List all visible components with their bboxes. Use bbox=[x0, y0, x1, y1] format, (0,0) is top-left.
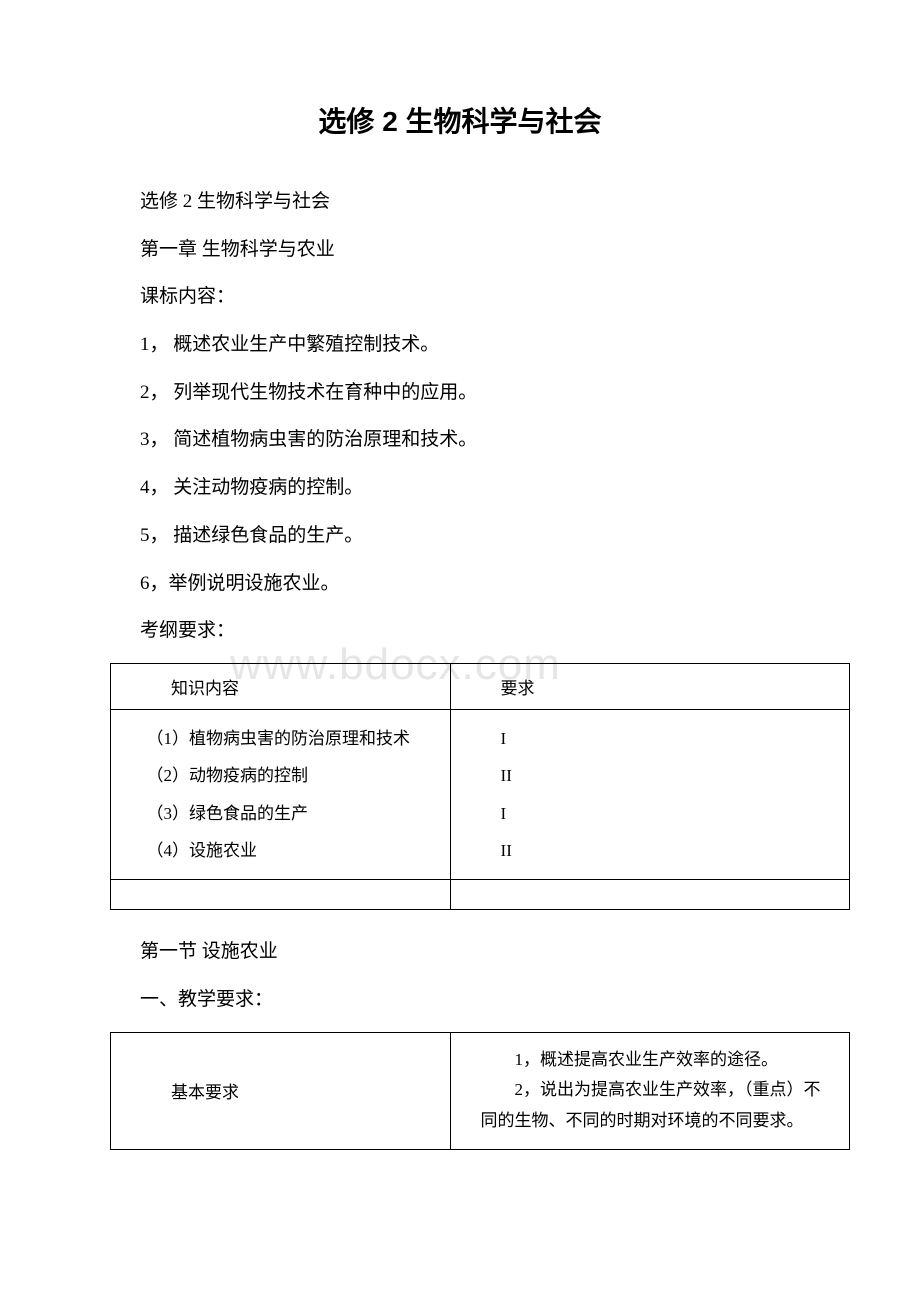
teaching-requirements-table: 基本要求 1，概述提高农业生产效率的途径。 2，说出为提高农业生产效率，（重点）… bbox=[110, 1032, 850, 1150]
standards-label: 课标内容： bbox=[140, 275, 830, 319]
table-row: （1）植物病虫害的防治原理和技术 （2）动物疫病的控制 （3）绿色食品的生产 （… bbox=[111, 709, 850, 880]
table-row: 基本要求 1，概述提高农业生产效率的途径。 2，说出为提高农业生产效率，（重点）… bbox=[111, 1032, 850, 1149]
list-item: 3， 简述植物病虫害的防治原理和技术。 bbox=[140, 418, 830, 462]
table-cell: 基本要求 bbox=[111, 1032, 451, 1149]
section-heading: 第一节 设施农业 bbox=[140, 930, 830, 974]
table-cell-empty bbox=[450, 880, 849, 910]
table-cell-empty bbox=[111, 880, 451, 910]
table-cell: IIIIII bbox=[450, 709, 849, 880]
table-cell: 1，概述提高农业生产效率的途径。 2，说出为提高农业生产效率，（重点）不同的生物… bbox=[450, 1032, 849, 1149]
table-row bbox=[111, 880, 850, 910]
table-cell: （1）植物病虫害的防治原理和技术 （2）动物疫病的控制 （3）绿色食品的生产 （… bbox=[111, 709, 451, 880]
exam-requirements-label: 考纲要求： bbox=[140, 609, 830, 653]
list-item: 1， 概述农业生产中繁殖控制技术。 bbox=[140, 323, 830, 367]
list-item: 2， 列举现代生物技术在育种中的应用。 bbox=[140, 371, 830, 415]
document-title: 选修 2 生物科学与社会 bbox=[90, 100, 830, 140]
list-item: 4， 关注动物疫病的控制。 bbox=[140, 466, 830, 510]
table-header-cell: 要求 bbox=[450, 663, 849, 709]
table-header-cell: 知识内容 bbox=[111, 663, 451, 709]
list-item: 6，举例说明设施农业。 bbox=[140, 562, 830, 606]
requirements-table: 知识内容 要求 （1）植物病虫害的防治原理和技术 （2）动物疫病的控制 （3）绿… bbox=[110, 663, 850, 911]
table-row: 知识内容 要求 bbox=[111, 663, 850, 709]
subtitle-line: 选修 2 生物科学与社会 bbox=[140, 180, 830, 224]
teaching-requirements-label: 一、教学要求： bbox=[140, 978, 830, 1022]
list-item: 5， 描述绿色食品的生产。 bbox=[140, 514, 830, 558]
chapter-heading: 第一章 生物科学与农业 bbox=[140, 228, 830, 272]
